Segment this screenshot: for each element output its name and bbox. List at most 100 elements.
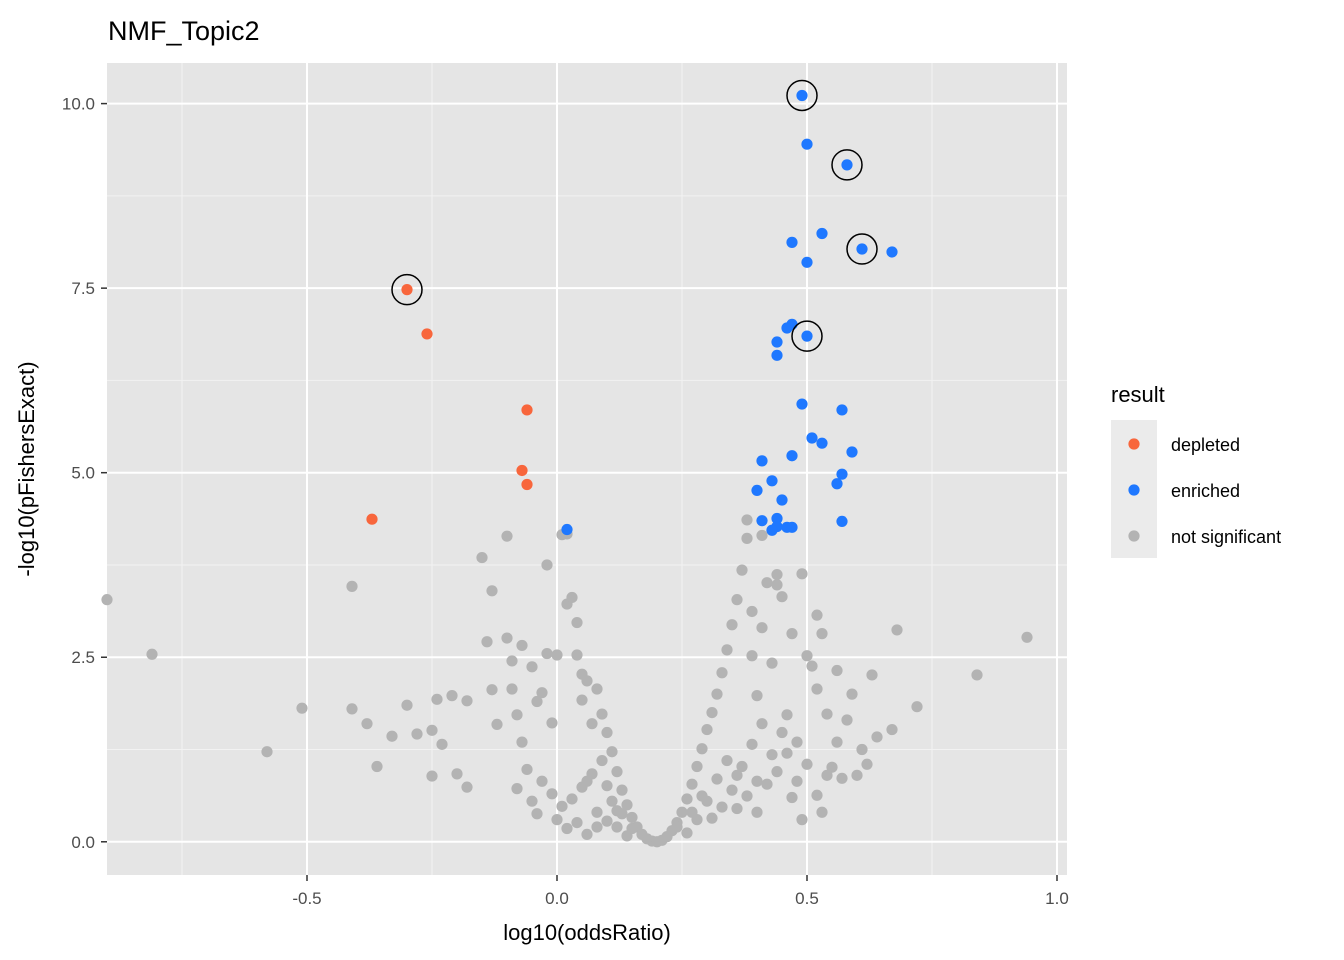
point-enriched	[751, 484, 763, 497]
point-enriched	[786, 521, 798, 533]
point-not-significant	[461, 695, 473, 707]
point-not-significant	[546, 717, 558, 729]
point-not-significant	[521, 763, 533, 776]
point-not-significant	[971, 669, 983, 681]
point-not-significant	[751, 806, 763, 818]
highlight-ring	[831, 149, 863, 181]
point-not-significant	[811, 789, 823, 801]
point-not-significant	[761, 577, 773, 589]
x-axis-title: log10(oddsRatio)	[503, 920, 671, 945]
y-axis-ticks: 0.0 2.5 5.0 7.5 10.0	[62, 95, 107, 852]
point-not-significant	[731, 802, 743, 815]
point-not-significant	[851, 769, 863, 781]
point-not-significant	[506, 683, 518, 695]
point-not-significant	[591, 806, 603, 818]
point-not-significant	[446, 690, 458, 702]
point-not-significant	[686, 806, 698, 818]
point-not-significant	[811, 683, 823, 695]
point-not-significant	[386, 730, 398, 742]
point-not-significant	[756, 622, 768, 634]
point-enriched	[836, 404, 848, 416]
point-not-significant	[751, 775, 763, 787]
point-not-significant	[856, 743, 868, 756]
x-tick-label: 0.5	[795, 889, 819, 908]
point-not-significant	[261, 746, 273, 758]
point-not-significant	[716, 801, 728, 813]
point-not-significant	[476, 551, 488, 564]
point-not-significant	[716, 667, 728, 679]
point-not-significant	[576, 694, 588, 706]
highlight-ring	[391, 273, 423, 306]
point-not-significant	[346, 703, 358, 715]
data-points	[101, 89, 1033, 848]
point-enriched	[806, 432, 818, 444]
point-not-significant	[741, 532, 753, 544]
point-enriched	[801, 330, 813, 342]
point-not-significant	[801, 758, 813, 770]
point-enriched	[766, 524, 778, 536]
point-enriched	[841, 159, 853, 171]
point-enriched	[816, 437, 828, 449]
legend-key-enriched	[1128, 484, 1140, 496]
point-not-significant	[681, 827, 693, 839]
point-not-significant	[596, 754, 608, 767]
point-enriched	[771, 349, 783, 361]
point-enriched	[831, 478, 843, 490]
point-enriched	[846, 446, 858, 458]
point-not-significant	[811, 609, 823, 621]
point-not-significant	[711, 688, 723, 700]
point-depleted	[421, 328, 433, 340]
legend-label-enriched: enriched	[1171, 481, 1240, 501]
point-not-significant	[486, 585, 498, 597]
point-not-significant	[766, 749, 778, 761]
point-not-significant	[736, 760, 748, 773]
point-not-significant	[426, 770, 438, 782]
point-not-significant	[486, 684, 498, 696]
point-not-significant	[806, 660, 818, 672]
highlight-circles	[391, 79, 878, 352]
point-not-significant	[556, 800, 568, 812]
point-not-significant	[571, 649, 583, 661]
point-enriched	[756, 515, 768, 527]
point-not-significant	[711, 773, 723, 785]
point-enriched	[801, 256, 813, 268]
point-not-significant	[601, 780, 613, 792]
point-not-significant	[786, 628, 798, 640]
point-not-significant	[766, 657, 778, 669]
point-not-significant	[146, 648, 158, 660]
point-not-significant	[821, 708, 833, 720]
point-enriched	[801, 138, 813, 150]
point-not-significant	[701, 723, 713, 736]
point-not-significant	[761, 778, 773, 790]
point-enriched	[796, 398, 808, 410]
point-not-significant	[741, 514, 753, 526]
point-depleted	[366, 513, 378, 525]
point-not-significant	[296, 702, 308, 714]
point-not-significant	[601, 815, 613, 827]
point-not-significant	[516, 639, 528, 652]
point-not-significant	[571, 816, 583, 829]
point-depleted	[401, 284, 413, 296]
legend-key-depleted	[1128, 438, 1140, 450]
point-not-significant	[771, 579, 783, 591]
point-not-significant	[611, 805, 623, 817]
point-enriched	[836, 468, 848, 480]
point-not-significant	[371, 760, 383, 773]
point-not-significant	[861, 758, 873, 770]
y-tick-label: 0.0	[71, 833, 95, 852]
point-not-significant	[601, 726, 613, 739]
point-enriched	[786, 236, 798, 248]
point-not-significant	[606, 746, 618, 758]
point-not-significant	[526, 661, 538, 673]
point-not-significant	[721, 644, 733, 656]
point-enriched	[756, 455, 768, 467]
point-not-significant	[566, 591, 578, 604]
point-enriched	[771, 336, 783, 348]
y-tick-label: 7.5	[71, 279, 95, 298]
point-not-significant	[571, 616, 583, 629]
point-not-significant	[586, 718, 598, 730]
point-not-significant	[626, 822, 638, 835]
x-tick-label: 0.0	[545, 889, 569, 908]
point-not-significant	[791, 736, 803, 748]
